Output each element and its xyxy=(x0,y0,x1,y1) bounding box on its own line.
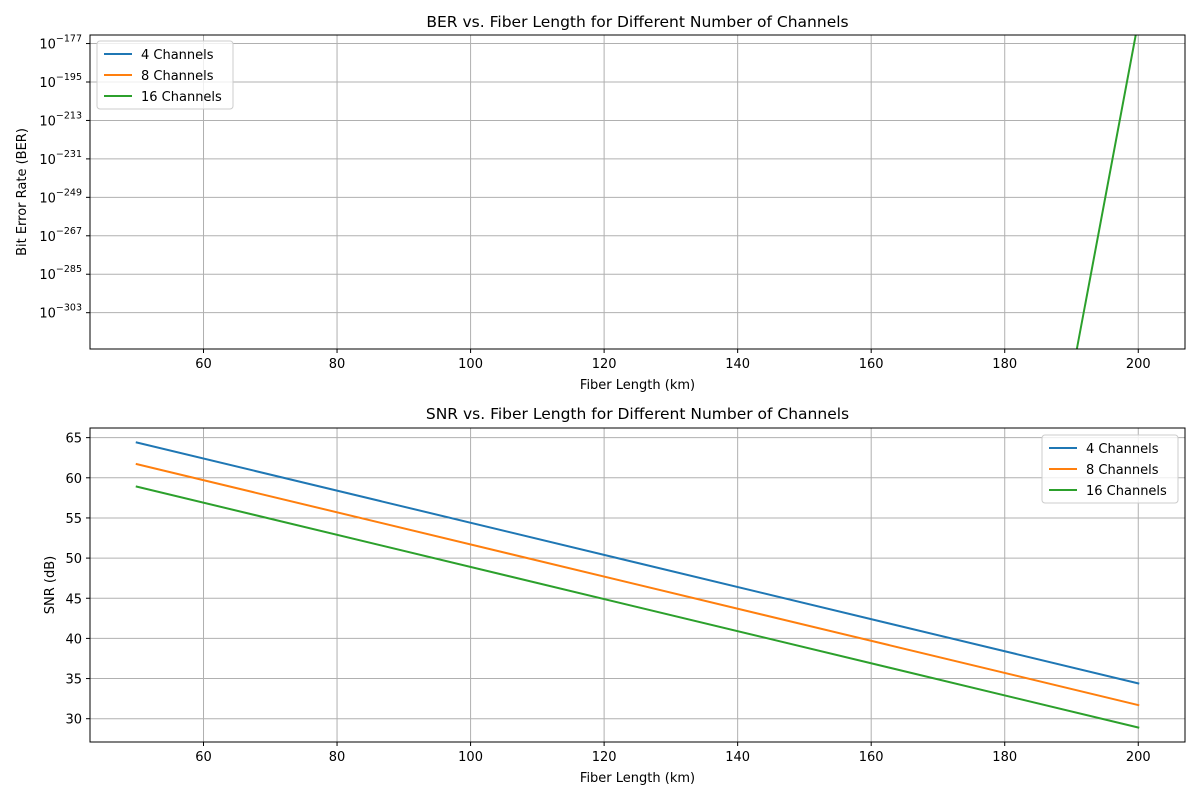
snr-legend-label: 16 Channels xyxy=(1086,484,1167,499)
ber-legend-label: 4 Channels xyxy=(141,48,214,63)
snr-y-tick-label: 30 xyxy=(65,713,82,728)
ber-x-tick-label: 80 xyxy=(329,357,346,372)
ber-y-tick-label: 10−177 xyxy=(39,34,82,53)
snr-legend-box xyxy=(1041,434,1179,504)
ber-y-tick-label: 10−213 xyxy=(39,110,82,129)
snr-x-tick-label: 200 xyxy=(1126,750,1151,765)
ber-y-tick-label: 10−285 xyxy=(39,264,82,283)
snr-series-line-3 xyxy=(135,485,1140,729)
ber-series-lines xyxy=(1075,35,1137,349)
ber-x-tick-label: 140 xyxy=(725,357,750,372)
snr-y-tick-label: 55 xyxy=(65,512,82,527)
snr-x-tick-label: 60 xyxy=(195,750,212,765)
ber-legend: 4 Channels 8 Channels 16 Channels xyxy=(96,40,234,110)
snr-legend-label: 4 Channels xyxy=(1086,442,1159,457)
ber-x-ticks: 60 80 100 120 140 160 180 200 xyxy=(195,349,1151,372)
ber-x-tick-label: 100 xyxy=(458,357,483,372)
ber-x-tick-label: 200 xyxy=(1126,357,1151,372)
snr-x-tick-label: 120 xyxy=(592,750,617,765)
ber-y-ticks: 10−177 10−195 10−213 10−231 10−249 10−267 10−2… xyxy=(39,34,90,322)
snr-gridlines xyxy=(90,428,1185,742)
ber-y-tick-label: 10−303 xyxy=(39,303,82,322)
snr-x-tick-label: 80 xyxy=(329,750,346,765)
snr-series-lines xyxy=(135,441,1140,729)
snr-series-line-1 xyxy=(135,441,1140,685)
snr-y-axis-label: SNR (dB) xyxy=(43,556,58,614)
ber-y-axis-label: Bit Error Rate (BER) xyxy=(15,128,30,256)
ber-legend-label: 8 Channels xyxy=(141,69,214,84)
ber-x-tick-label: 120 xyxy=(592,357,617,372)
ber-legend-label: 16 Channels xyxy=(141,90,222,105)
snr-x-axis-label: Fiber Length (km) xyxy=(580,771,695,786)
ber-gridlines xyxy=(90,35,1185,349)
snr-y-tick-label: 65 xyxy=(65,432,82,447)
ber-chart: BER vs. Fiber Length for Different Numbe… xyxy=(15,13,1186,393)
ber-x-tick-label: 180 xyxy=(992,357,1017,372)
ber-y-tick-label: 10−249 xyxy=(39,187,82,206)
snr-series-line-2 xyxy=(135,462,1140,707)
ber-chart-title: BER vs. Fiber Length for Different Numbe… xyxy=(426,13,848,31)
snr-chart-title: SNR vs. Fiber Length for Different Numbe… xyxy=(426,405,849,423)
ber-plot-frame xyxy=(89,34,1186,350)
snr-legend: 4 Channels 8 Channels 16 Channels xyxy=(1041,434,1179,504)
snr-plot-frame xyxy=(89,427,1186,743)
snr-x-tick-label: 160 xyxy=(859,750,884,765)
ber-y-tick-label: 10−267 xyxy=(39,226,82,245)
snr-x-tick-label: 140 xyxy=(725,750,750,765)
ber-x-tick-label: 60 xyxy=(195,357,212,372)
snr-y-ticks: 30 35 40 45 50 55 60 65 xyxy=(65,432,90,728)
snr-y-tick-label: 60 xyxy=(65,472,82,487)
snr-x-tick-label: 180 xyxy=(992,750,1017,765)
ber-series-line-3 xyxy=(1075,35,1137,349)
snr-chart: SNR vs. Fiber Length for Different Numbe… xyxy=(43,405,1186,786)
snr-y-tick-label: 45 xyxy=(65,592,82,607)
snr-y-tick-label: 35 xyxy=(65,673,82,688)
snr-y-tick-label: 50 xyxy=(65,552,82,567)
snr-x-tick-label: 100 xyxy=(458,750,483,765)
ber-x-tick-label: 160 xyxy=(859,357,884,372)
ber-y-tick-label: 10−231 xyxy=(39,149,82,168)
ber-legend-box xyxy=(96,40,234,110)
snr-x-ticks: 60 80 100 120 140 160 180 200 xyxy=(195,742,1151,765)
snr-y-tick-label: 40 xyxy=(65,632,82,647)
ber-x-axis-label: Fiber Length (km) xyxy=(580,378,695,393)
ber-y-tick-label: 10−195 xyxy=(39,72,82,91)
snr-legend-label: 8 Channels xyxy=(1086,463,1159,478)
